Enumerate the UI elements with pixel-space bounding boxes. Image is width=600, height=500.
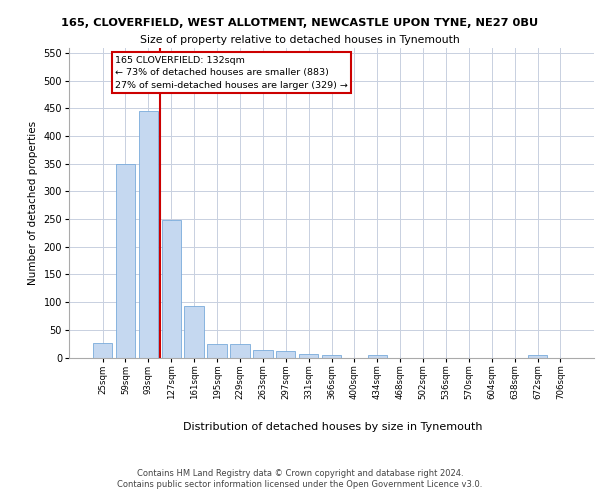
Bar <box>299 354 319 358</box>
Bar <box>139 111 158 358</box>
Bar <box>276 352 295 358</box>
Text: Contains public sector information licensed under the Open Government Licence v3: Contains public sector information licen… <box>118 480 482 489</box>
Text: Distribution of detached houses by size in Tynemouth: Distribution of detached houses by size … <box>183 422 483 432</box>
Text: Size of property relative to detached houses in Tynemouth: Size of property relative to detached ho… <box>140 35 460 45</box>
Bar <box>230 344 250 357</box>
Bar <box>528 356 547 358</box>
Bar <box>253 350 272 358</box>
Bar <box>368 356 387 358</box>
Bar <box>208 344 227 357</box>
Text: 165 CLOVERFIELD: 132sqm
← 73% of detached houses are smaller (883)
27% of semi-d: 165 CLOVERFIELD: 132sqm ← 73% of detache… <box>115 56 348 90</box>
Y-axis label: Number of detached properties: Number of detached properties <box>28 120 38 284</box>
Bar <box>116 164 135 358</box>
Bar <box>93 342 112 357</box>
Bar <box>161 220 181 358</box>
Text: Contains HM Land Registry data © Crown copyright and database right 2024.: Contains HM Land Registry data © Crown c… <box>137 468 463 477</box>
Text: 165, CLOVERFIELD, WEST ALLOTMENT, NEWCASTLE UPON TYNE, NE27 0BU: 165, CLOVERFIELD, WEST ALLOTMENT, NEWCAS… <box>61 18 539 28</box>
Bar <box>184 306 204 358</box>
Bar <box>322 354 341 358</box>
